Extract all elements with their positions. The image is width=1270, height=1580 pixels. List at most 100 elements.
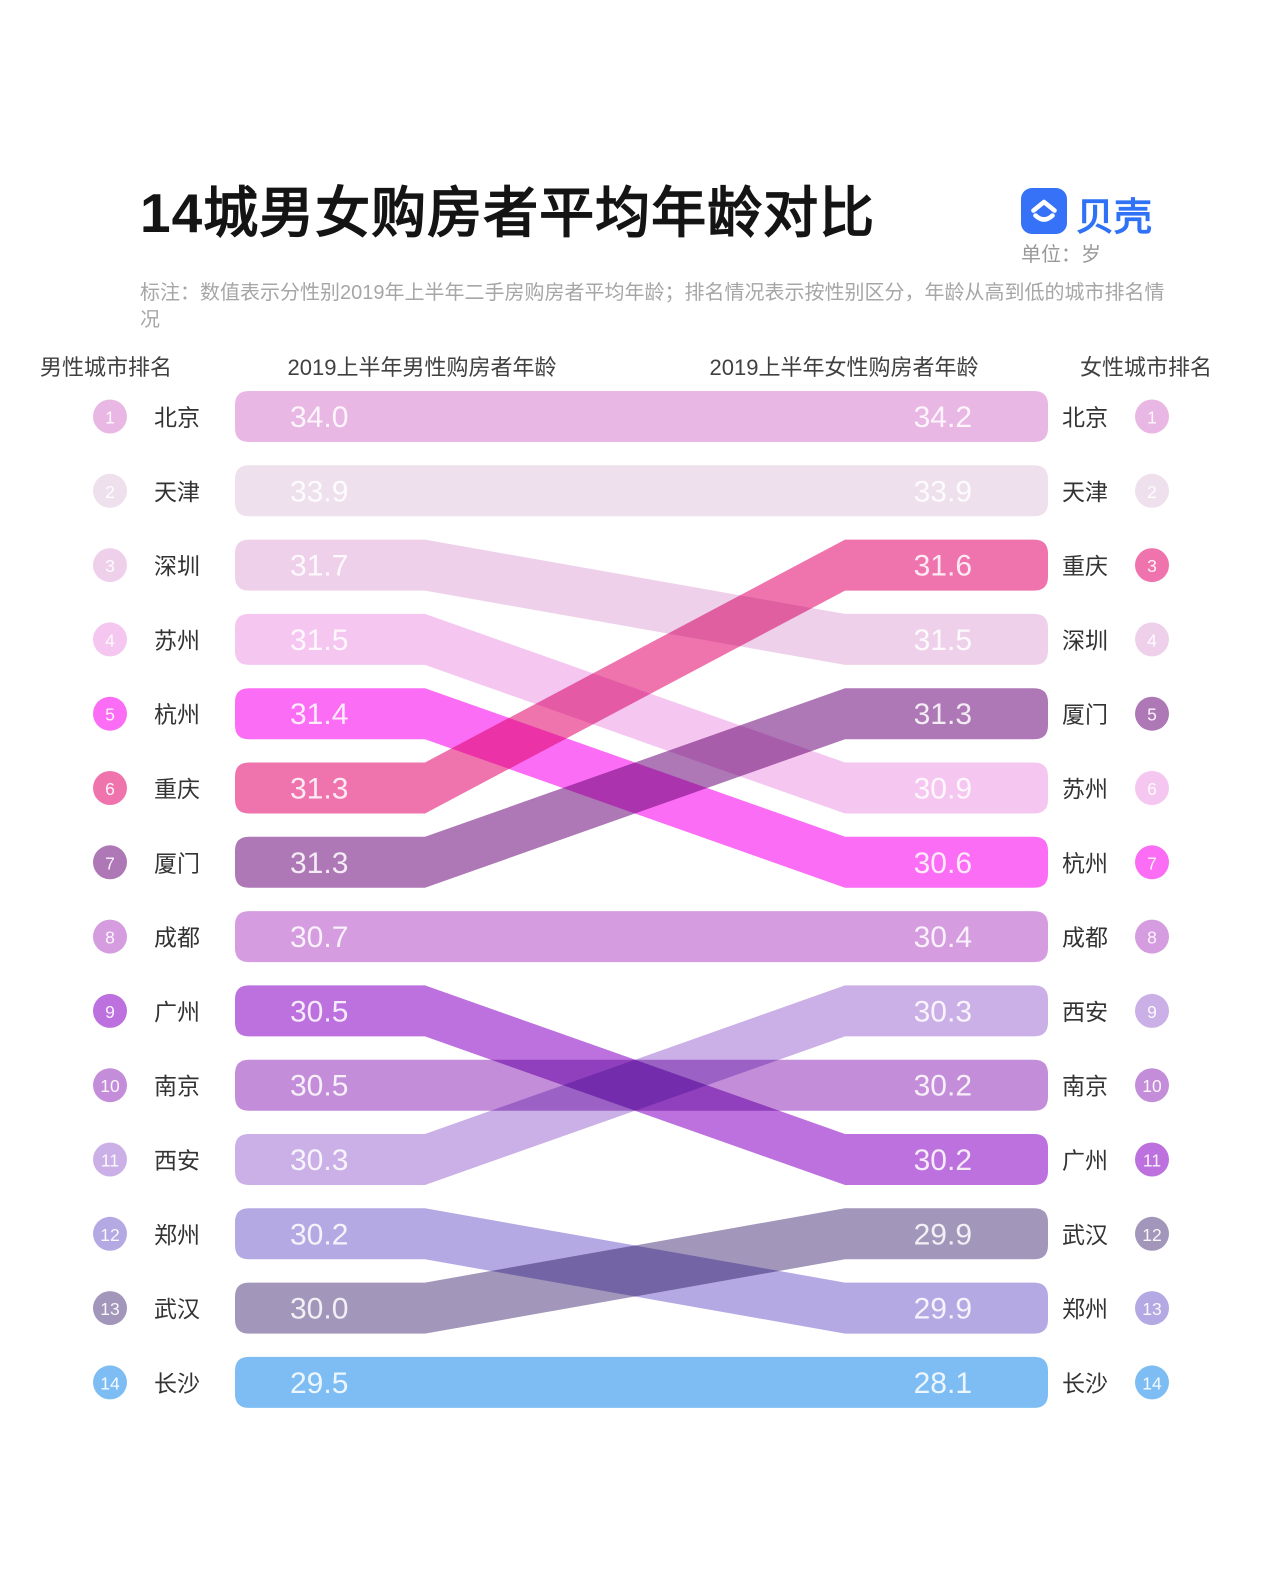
female-rank-number: 14 <box>1142 1373 1162 1393</box>
female-rank-number: 4 <box>1147 630 1157 650</box>
chart-labels: 34.0 34.2北京 北京1 133.9 33.9天津 天津2 231.731.5深圳深圳… <box>93 399 1169 1400</box>
female-rank-badge <box>1135 473 1169 508</box>
male-city-label: 南京 <box>154 1073 200 1099</box>
female-rank-number: 1 <box>1147 408 1157 428</box>
male-age-value: 34.0 <box>290 401 348 434</box>
logo-background <box>1021 188 1067 234</box>
flow-band-苏州 <box>235 613 1048 814</box>
female-rank-badge <box>1135 919 1169 954</box>
female-city-label: 广州 <box>1062 1148 1108 1174</box>
unit-label: 单位：岁 <box>1021 244 1101 266</box>
male-age-value: 31.3 <box>290 847 348 880</box>
male-rank-badge <box>93 1365 127 1400</box>
female-city-label: 厦门 <box>1062 702 1108 728</box>
male-city-label: 西安 <box>154 1148 200 1174</box>
female-rank-number: 10 <box>1142 1076 1162 1096</box>
female-rank-number: 8 <box>1147 928 1157 948</box>
flow-band-厦门 <box>235 688 1048 888</box>
male-rank-badge <box>93 1142 127 1177</box>
female-age-value: 30.4 <box>914 921 972 954</box>
female-age-value: 31.5 <box>914 624 972 657</box>
female-city-label: 南京 <box>1062 1073 1108 1099</box>
male-age-value: 31.3 <box>290 773 348 806</box>
male-age-value: 30.0 <box>290 1293 348 1326</box>
female-age-value: 33.9 <box>914 475 972 508</box>
female-age-value: 30.2 <box>914 1144 972 1177</box>
female-rank-badge <box>1135 548 1169 583</box>
female-city-label: 杭州 <box>1062 850 1108 876</box>
female-rank-number: 6 <box>1147 779 1157 799</box>
male-rank-badge <box>93 771 127 805</box>
female-age-value: 28.1 <box>914 1367 972 1400</box>
male-city-label: 深圳 <box>154 553 200 579</box>
column-header-male-rank: 男性城市排名 <box>40 355 173 380</box>
flow-bands <box>235 391 1048 1408</box>
male-city-label: 武汉 <box>154 1296 200 1322</box>
male-city-label: 北京 <box>154 405 200 431</box>
female-age-value: 30.6 <box>914 847 972 880</box>
female-city-label: 郑州 <box>1062 1296 1108 1322</box>
beike-logo-icon <box>1021 188 1067 234</box>
female-age-value: 31.6 <box>914 550 972 583</box>
female-rank-number: 7 <box>1147 853 1157 873</box>
male-rank-number: 1 <box>105 408 115 428</box>
female-rank-badge <box>1135 1291 1169 1326</box>
flow-band-西安 <box>235 985 1048 1185</box>
male-rank-number: 10 <box>100 1076 120 1096</box>
chart-note: 标注：数值表示分性别2019年上半年二手房购房者平均年龄；排名情况表示按性别区分… <box>140 282 1165 331</box>
male-rank-number: 8 <box>105 928 115 948</box>
female-age-value: 31.3 <box>914 698 972 731</box>
male-city-label: 苏州 <box>154 627 200 653</box>
brand-name: 贝壳 <box>1076 197 1153 239</box>
female-rank-number: 13 <box>1142 1299 1161 1319</box>
column-header-male-age: 2019上半年男性购房者年龄 <box>287 355 557 380</box>
male-rank-number: 14 <box>100 1373 120 1393</box>
female-city-label: 长沙 <box>1062 1370 1108 1396</box>
male-rank-number: 5 <box>105 705 115 725</box>
logo-roof-shape <box>1031 199 1057 213</box>
female-age-value: 30.9 <box>914 773 972 806</box>
female-city-label: 天津 <box>1062 479 1108 505</box>
female-rank-number: 12 <box>1142 1225 1161 1245</box>
female-city-label: 苏州 <box>1062 776 1108 802</box>
female-age-value: 30.3 <box>914 995 972 1028</box>
male-age-value: 30.2 <box>290 1218 348 1251</box>
male-rank-number: 4 <box>105 630 115 650</box>
male-city-label: 天津 <box>154 479 200 505</box>
female-age-value: 29.9 <box>914 1293 972 1326</box>
male-age-value: 31.4 <box>290 698 348 731</box>
female-age-value: 30.2 <box>914 1070 972 1103</box>
female-rank-badge <box>1135 1216 1169 1251</box>
male-rank-badge <box>93 1291 127 1326</box>
female-city-label: 武汉 <box>1062 1222 1108 1248</box>
male-age-value: 30.7 <box>290 921 348 954</box>
male-rank-number: 13 <box>100 1299 119 1319</box>
page-title: 14城男女购房者平均年龄对比 <box>140 182 876 244</box>
male-city-label: 广州 <box>154 999 200 1025</box>
female-rank-badge <box>1135 399 1169 434</box>
female-city-label: 西安 <box>1062 999 1108 1025</box>
female-rank-badge <box>1135 1142 1169 1177</box>
male-rank-badge <box>93 993 127 1028</box>
column-header-female-age: 2019上半年女性购房者年龄 <box>709 355 979 380</box>
male-rank-badge <box>93 1216 127 1251</box>
male-city-label: 重庆 <box>154 776 200 802</box>
female-age-value: 34.2 <box>914 401 972 434</box>
male-rank-badge <box>93 399 127 434</box>
male-city-label: 长沙 <box>154 1370 200 1396</box>
female-rank-number: 9 <box>1147 1002 1157 1022</box>
female-rank-number: 2 <box>1147 482 1157 502</box>
male-city-label: 杭州 <box>154 702 200 728</box>
female-rank-badge <box>1135 845 1169 880</box>
female-city-label: 成都 <box>1062 925 1108 951</box>
male-rank-number: 6 <box>105 779 115 799</box>
flow-band-长沙 <box>235 1356 1048 1408</box>
column-header-female-rank: 女性城市排名 <box>1079 355 1212 380</box>
male-rank-number: 9 <box>105 1002 115 1022</box>
female-rank-number: 3 <box>1147 556 1157 576</box>
male-city-label: 郑州 <box>154 1222 200 1248</box>
male-rank-badge <box>93 845 127 880</box>
male-age-value: 30.5 <box>290 1070 348 1103</box>
